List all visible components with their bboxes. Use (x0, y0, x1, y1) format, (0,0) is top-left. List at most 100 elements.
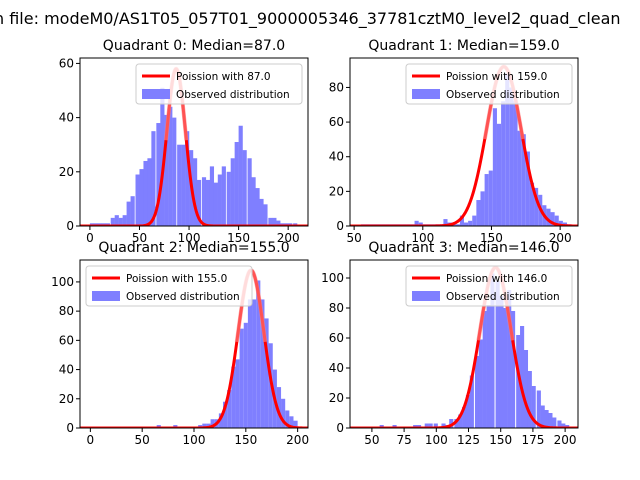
y-tick-label: 40 (59, 363, 74, 377)
histogram-bar (478, 339, 483, 428)
poisson-curve (350, 266, 578, 428)
histogram-bar (561, 423, 566, 428)
histogram-bar (281, 398, 286, 428)
histogram-bar (172, 117, 177, 226)
histogram-bar (507, 290, 512, 428)
histogram-bar (110, 217, 115, 226)
legend-label-poisson: Poission with 159.0 (446, 71, 547, 83)
legend: Poission with 87.0 Observed distribution (135, 63, 303, 105)
histogram-bar (252, 299, 257, 428)
plot-area-1 (350, 64, 578, 226)
histogram-bar (147, 158, 152, 226)
histogram-bar (263, 204, 268, 226)
subplot-2: 0 50 100 150 200 0 20 40 60 80 100 Quadrant 2: Medi… (51, 240, 309, 447)
plot-area-0 (80, 66, 308, 226)
histogram-bar (156, 123, 161, 226)
poisson-curve (350, 65, 578, 226)
x-tick-label: 150 (234, 433, 257, 447)
histogram-bar (242, 150, 247, 226)
legend: Poission with 159.0 Observed distribution (405, 63, 573, 105)
legend-box (85, 265, 253, 307)
histogram-bar (247, 158, 252, 226)
histogram-bar (143, 160, 148, 226)
x-tick-label: 0 (86, 231, 94, 245)
legend-label-observed: Observed distribution (176, 89, 290, 101)
histogram-bar (234, 142, 239, 226)
x-tick-label: 50 (364, 433, 379, 447)
histogram-bar (151, 131, 156, 226)
histogram-bar (521, 134, 526, 226)
histogram-bar (554, 215, 559, 226)
histogram-bar (268, 217, 273, 226)
histogram-bar (482, 311, 487, 428)
histogram-bar (550, 212, 555, 226)
histogram-bar (414, 220, 419, 226)
y-tick-label: 80 (329, 301, 344, 315)
histogram-bar (527, 371, 532, 428)
legend-label-poisson: Poission with 87.0 (176, 71, 271, 83)
x-tick-label: 200 (549, 231, 572, 245)
histogram-bar (223, 401, 228, 428)
legend-label-observed: Observed distribution (126, 291, 240, 303)
histogram-bar (509, 87, 514, 226)
histogram-bar (293, 420, 298, 428)
y-tick-label: 0 (66, 421, 74, 435)
histogram-bar (289, 416, 294, 428)
histogram-bar (247, 299, 253, 428)
histogram-bar (260, 299, 265, 428)
legend-box (135, 63, 303, 105)
axes-frame (349, 57, 579, 227)
legend-bar-swatch (412, 291, 440, 301)
histogram-bar (185, 131, 190, 226)
histogram-bar (455, 224, 460, 226)
x-tick-label: 0 (87, 433, 95, 447)
histogram-bar (458, 414, 463, 428)
legend-bar-swatch (142, 89, 170, 99)
histogram-bar (181, 144, 186, 226)
histogram-bar (536, 390, 541, 428)
subplot-1: 50 100 150 200 0 20 40 60 80 Quadrant 1: Median=1… (329, 38, 579, 245)
histogram-bar (517, 130, 522, 226)
subplot-0: 0 50 100 150 200 0 20 40 60 Quadrant 0: Median=87… (59, 38, 309, 245)
axes-frame (349, 259, 579, 429)
y-tick-label: 100 (321, 271, 344, 285)
histogram-bar (239, 328, 244, 428)
x-tick-label: 150 (489, 433, 512, 447)
y-tick-label: 40 (59, 111, 74, 125)
y-tick-label: 0 (336, 219, 344, 233)
histogram-bar (469, 375, 474, 428)
histogram-bar (520, 326, 525, 428)
histogram-bar (205, 179, 211, 226)
histogram-bar (251, 177, 256, 226)
histogram-bar (468, 220, 473, 226)
y-tick-label: 60 (329, 331, 344, 345)
legend-label-poisson: Poission with 155.0 (126, 273, 227, 285)
histogram-bar (135, 174, 140, 226)
histogram-bar (465, 395, 471, 428)
y-tick-label: 60 (329, 115, 344, 129)
legend: Poission with 146.0 Observed distribution (405, 265, 573, 307)
y-tick-label: 40 (329, 150, 344, 164)
plot-area-2 (80, 268, 308, 428)
histogram-bar (235, 359, 240, 428)
histogram-bar (164, 114, 169, 226)
histogram-bar (243, 322, 248, 428)
histogram-bar (126, 201, 131, 226)
histogram-bar (196, 179, 202, 226)
x-tick-label: 100 (183, 433, 206, 447)
histogram-bar (238, 125, 243, 226)
x-tick-label: 50 (132, 231, 147, 245)
histogram-bar (546, 208, 551, 226)
poisson-curve (80, 67, 308, 226)
histogram-bar (480, 191, 485, 226)
histogram-bar (476, 200, 481, 226)
histogram-bar (130, 196, 135, 226)
legend-box (405, 63, 573, 105)
x-tick-label: 50 (135, 433, 150, 447)
histogram-bar (230, 158, 235, 226)
histogram-bar (221, 166, 226, 226)
histogram-bar (552, 417, 557, 428)
histogram-bar (213, 182, 218, 226)
y-tick-label: 80 (59, 304, 74, 318)
